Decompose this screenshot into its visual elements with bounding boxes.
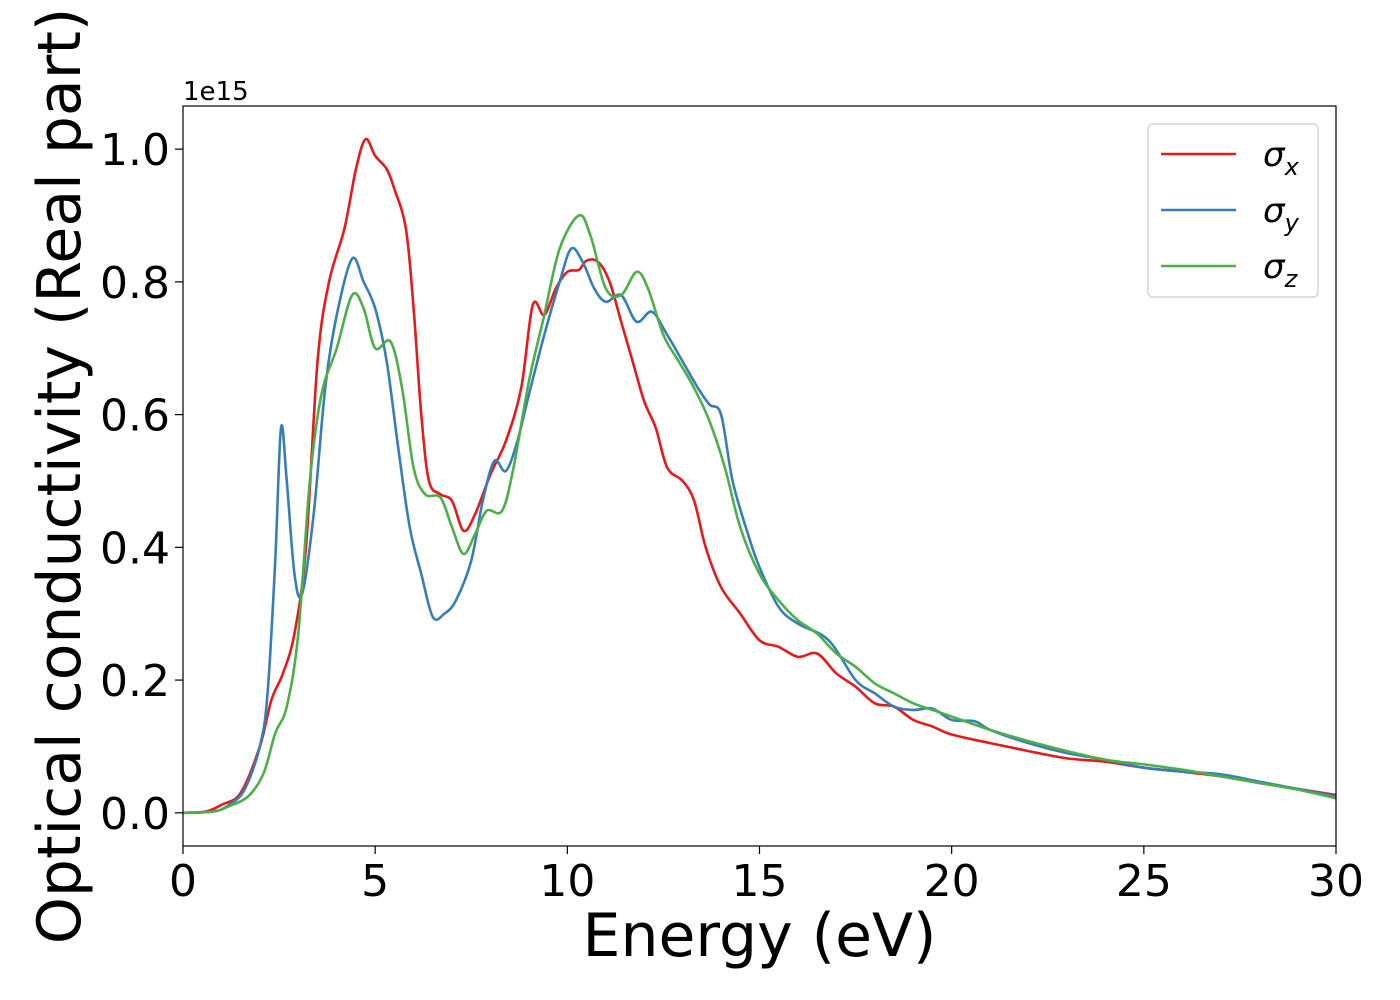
y-tick-label: 0.6 <box>100 391 170 442</box>
legend-label-sigma-z: σz <box>1263 247 1299 293</box>
y-offset-text: 1e15 <box>183 77 249 107</box>
x-tick-label: 5 <box>361 856 389 907</box>
x-axis-ticks: 0 5 10 15 20 25 30 <box>169 846 1364 907</box>
x-axis-label: Energy (eV) <box>583 901 937 971</box>
y-tick-label: 1.0 <box>100 125 170 176</box>
x-tick-label: 25 <box>1116 856 1172 907</box>
series-line-sigma-x <box>183 137 1336 815</box>
series-line-sigma-y <box>183 246 1336 815</box>
x-tick-label: 0 <box>169 856 197 907</box>
y-tick-label: 0.2 <box>100 656 170 707</box>
y-axis-ticks: 0.0 0.2 0.4 0.6 0.8 1.0 <box>100 125 183 840</box>
y-tick-label: 0.4 <box>100 523 170 574</box>
legend-label-sigma-x: σx <box>1263 135 1300 181</box>
series-layer <box>183 137 1336 815</box>
x-tick-label: 30 <box>1308 856 1364 907</box>
x-tick-label: 15 <box>732 856 788 907</box>
y-axis-label: Optical conductivity (Real part) <box>25 8 95 945</box>
legend: σx σy σz <box>1147 123 1319 298</box>
x-tick-label: 20 <box>924 856 980 907</box>
series-line-sigma-z <box>183 213 1336 815</box>
y-tick-label: 0.8 <box>100 258 170 309</box>
y-tick-label: 0.0 <box>100 789 170 840</box>
legend-label-sigma-y: σy <box>1263 191 1300 237</box>
x-tick-label: 10 <box>539 856 595 907</box>
